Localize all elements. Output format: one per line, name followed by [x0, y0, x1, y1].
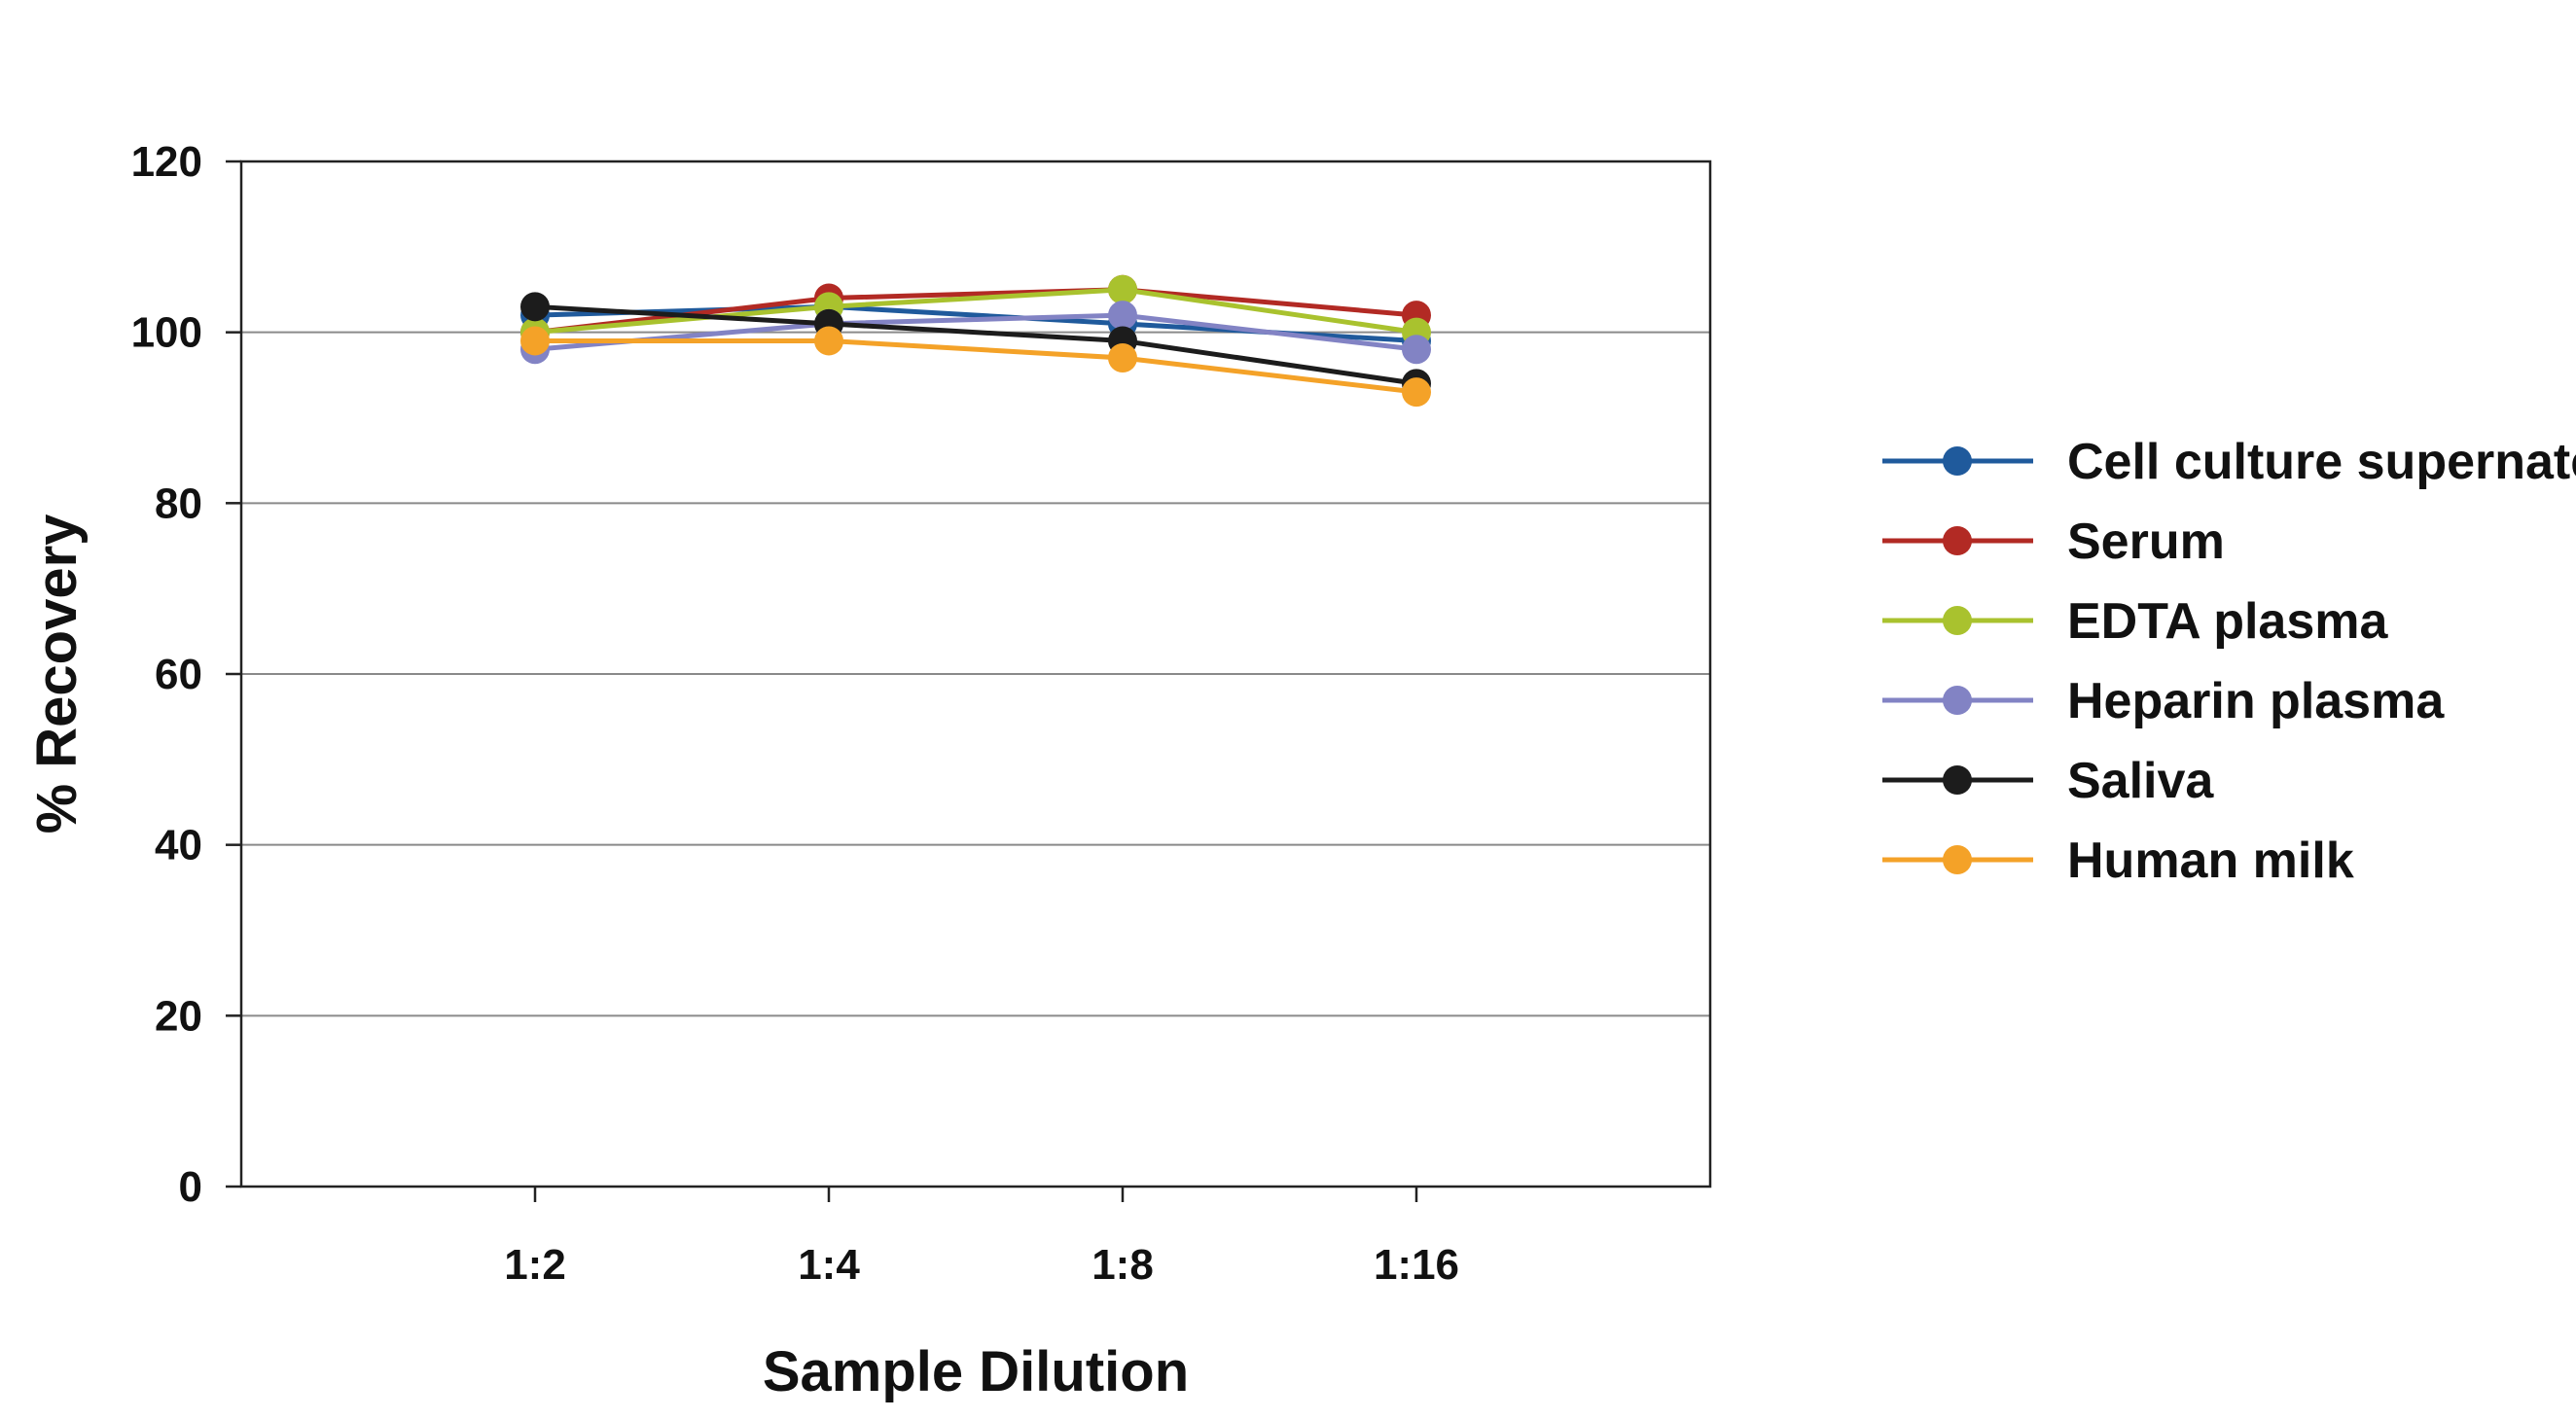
y-tick-label: 20	[155, 992, 202, 1040]
x-tick-label: 1:2	[504, 1241, 566, 1289]
legend-item: Heparin plasma	[1882, 673, 2445, 729]
y-tick-label: 40	[155, 822, 202, 869]
data-point	[1402, 335, 1431, 365]
y-tick-label: 120	[131, 138, 202, 186]
x-tick-label: 1:4	[798, 1241, 860, 1289]
legend-item: Saliva	[1882, 753, 2214, 809]
data-point	[1108, 274, 1137, 304]
legend-item: Serum	[1882, 514, 2225, 570]
legend-swatch-marker	[1943, 526, 1972, 555]
data-point	[520, 326, 550, 356]
y-tick-label: 60	[155, 651, 202, 698]
series-line	[534, 287, 1417, 336]
series-line	[534, 303, 1417, 386]
series-4	[520, 292, 1431, 399]
legend-swatch-marker	[1943, 686, 1972, 715]
series-line	[534, 312, 1417, 352]
data-point	[1108, 301, 1137, 331]
data-point	[1402, 377, 1431, 408]
y-axis-title: % Recovery	[25, 514, 89, 834]
data-point	[814, 326, 843, 356]
series-lines	[520, 274, 1431, 408]
legend-label: Cell culture supernates	[2067, 434, 2576, 490]
legend-label: Serum	[2067, 514, 2225, 570]
legend-swatch-marker	[1943, 446, 1972, 476]
legend-item: Cell culture supernates	[1882, 434, 2576, 490]
series-5	[520, 326, 1431, 408]
x-axis-title: Sample Dilution	[763, 1340, 1189, 1403]
data-point	[1108, 343, 1137, 373]
y-tick-label: 80	[155, 479, 202, 527]
legend: Cell culture supernates Serum EDTA plasma H…	[1882, 434, 2576, 889]
legend-swatch-marker	[1943, 765, 1972, 795]
legend-label: Human milk	[2067, 833, 2354, 889]
legend-label: Heparin plasma	[2067, 673, 2445, 729]
legend-item: EDTA plasma	[1882, 593, 2388, 650]
axes	[226, 160, 1712, 1202]
gridlines	[241, 160, 1710, 1017]
data-point	[520, 292, 550, 322]
x-tick-label: 1:8	[1091, 1241, 1154, 1289]
series-line	[535, 337, 1417, 395]
x-tick-labels: 1:2 1:4 1:8 1:16	[504, 1241, 1459, 1289]
y-tick-label: 100	[131, 309, 202, 357]
legend-item: Human milk	[1882, 833, 2354, 889]
legend-label: EDTA plasma	[2067, 593, 2388, 650]
y-tick-labels: 0 20 40 60 80 100 120	[131, 138, 202, 1211]
plot-frame	[239, 160, 1712, 1188]
legend-swatch-marker	[1943, 845, 1972, 874]
y-tick-label: 0	[179, 1163, 202, 1211]
legend-label: Saliva	[2067, 753, 2214, 809]
legend-swatch-marker	[1943, 606, 1972, 635]
x-tick-label: 1:16	[1374, 1241, 1459, 1289]
